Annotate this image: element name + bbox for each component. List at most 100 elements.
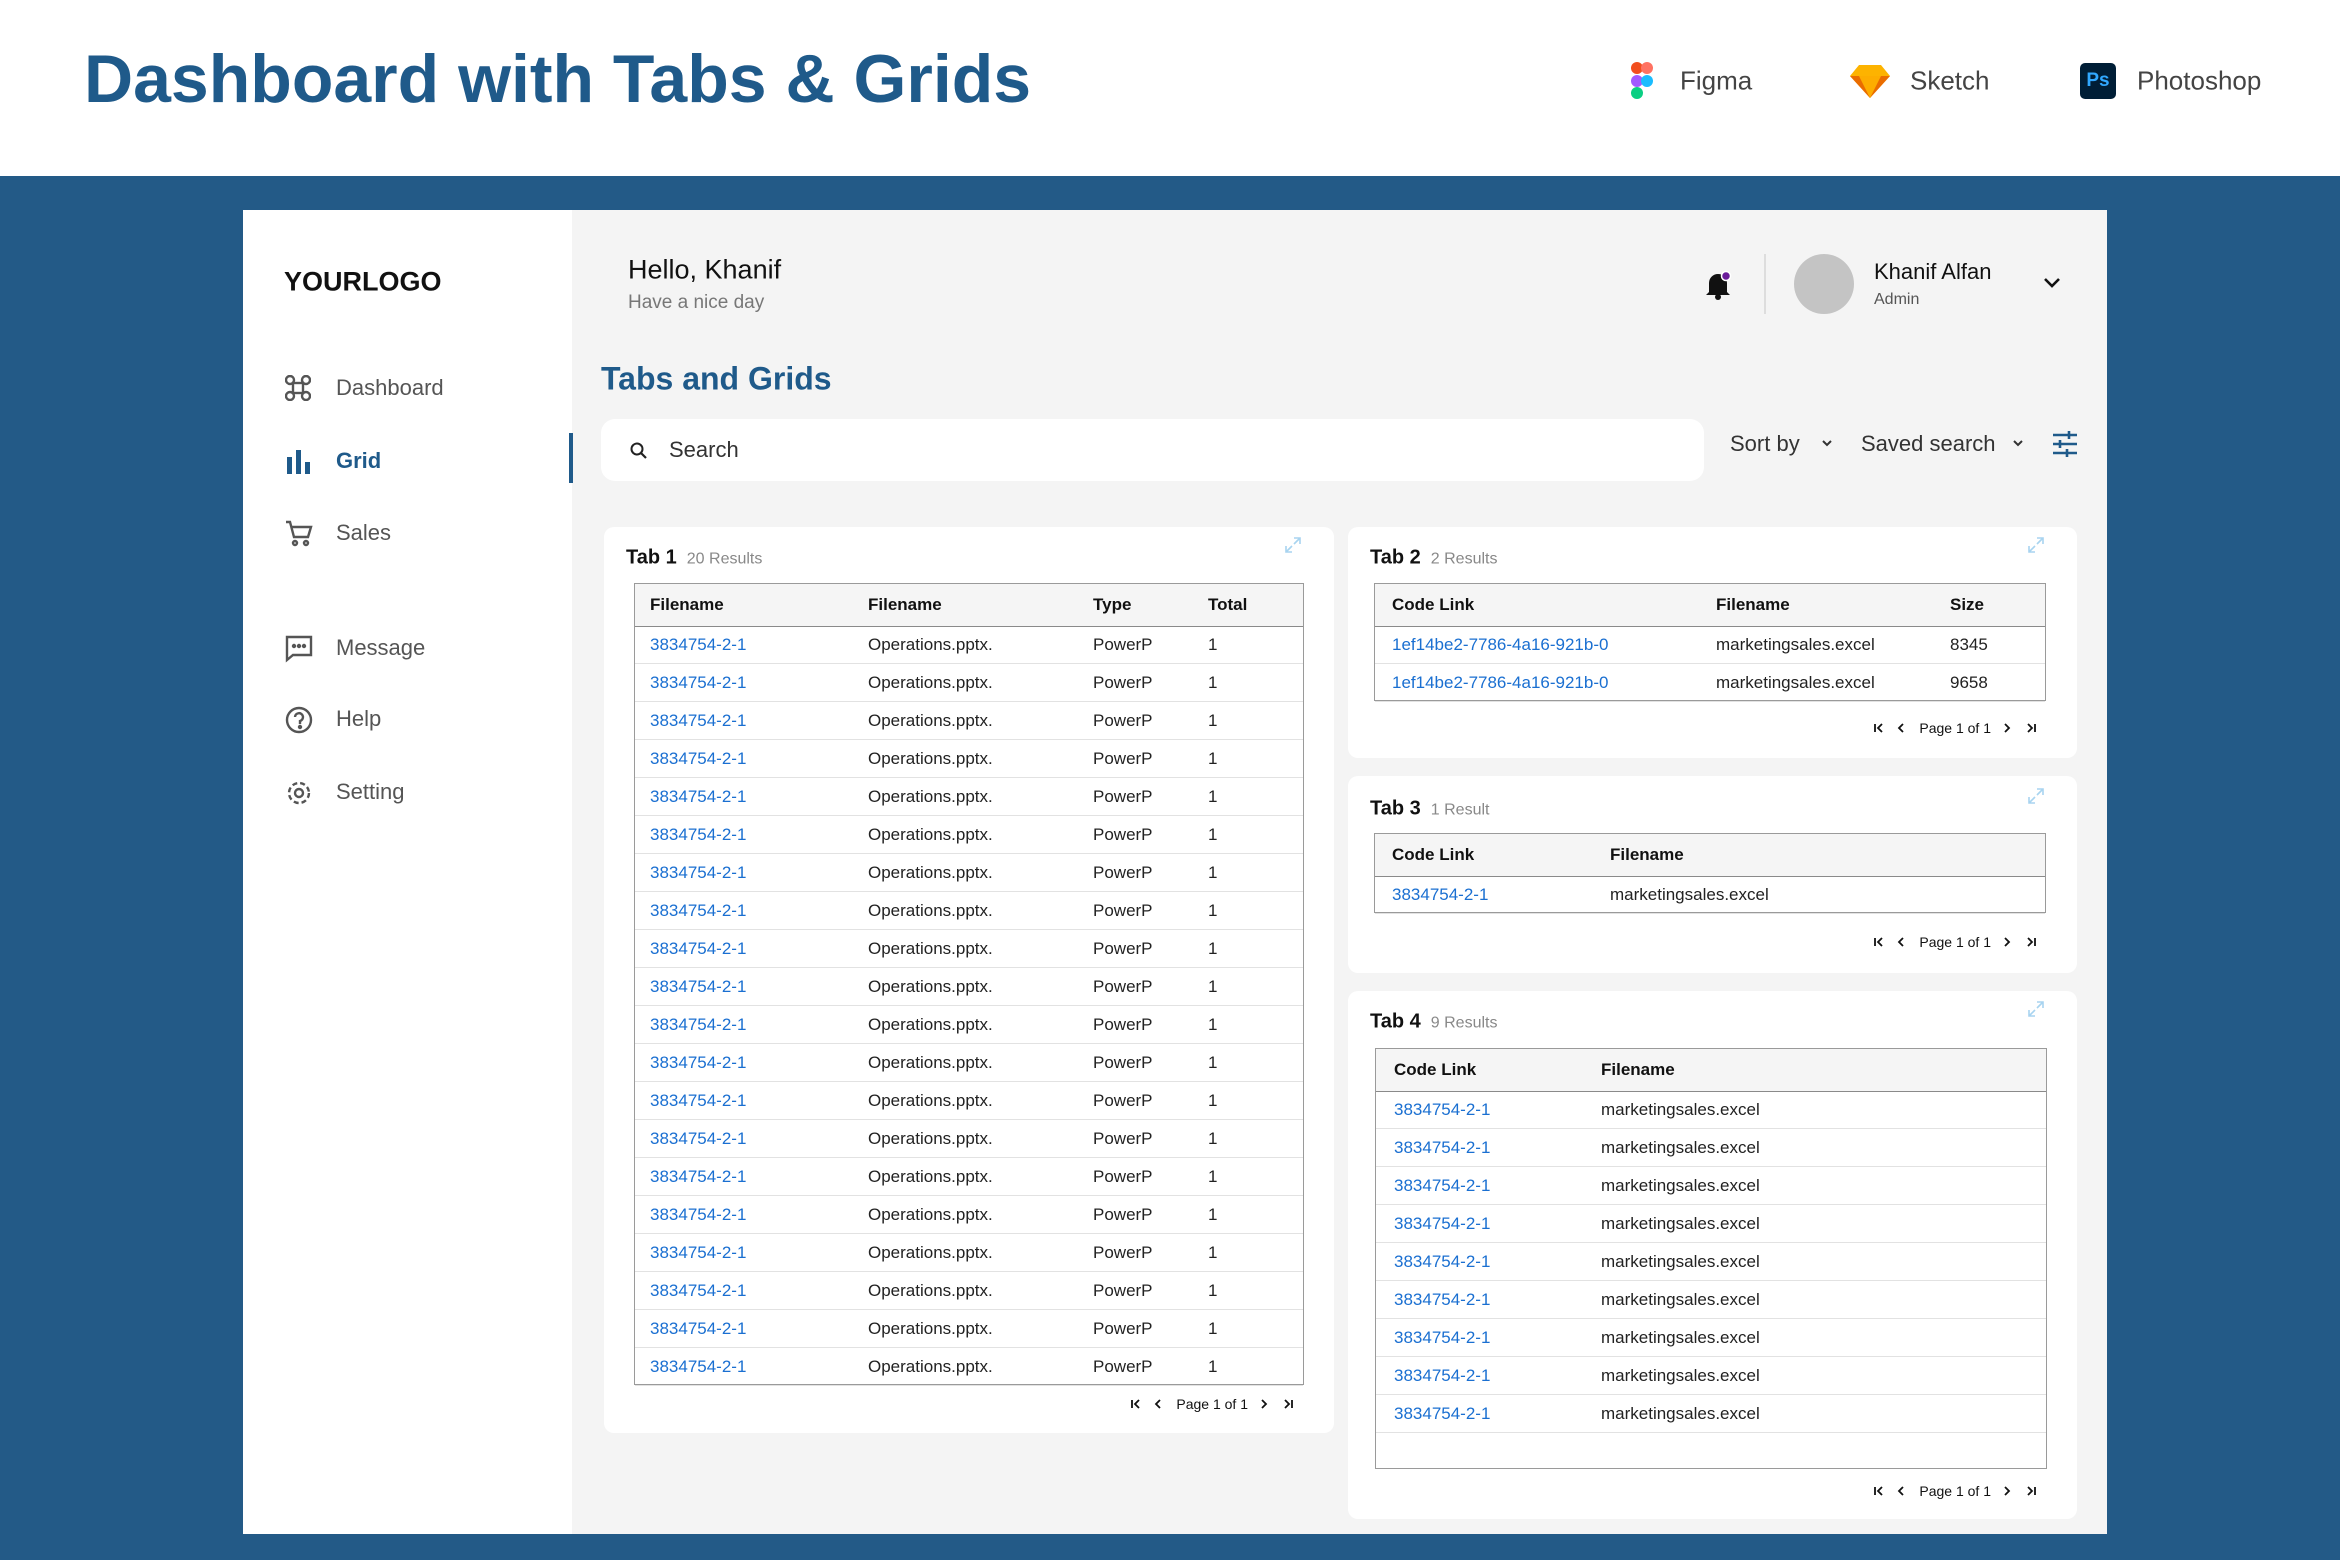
expand-button[interactable] <box>2027 787 2045 805</box>
code-link[interactable]: 3834754-2-1 <box>650 1014 747 1034</box>
prev-page[interactable] <box>1896 722 1908 734</box>
figma-icon <box>1631 62 1653 99</box>
grid-row: 3834754-2-1 marketingsales.excel <box>1376 1205 2046 1243</box>
nav-item[interactable]: Setting <box>336 779 405 804</box>
nav-item[interactable]: Dashboard <box>336 375 444 400</box>
grid-cell: Operations.pptx. <box>868 1090 993 1110</box>
column-header[interactable]: Filename <box>868 595 942 614</box>
code-link[interactable]: 3834754-2-1 <box>1394 1365 1491 1385</box>
code-link[interactable]: 3834754-2-1 <box>650 786 747 806</box>
code-link[interactable]: 3834754-2-1 <box>650 1242 747 1262</box>
code-link[interactable]: 3834754-2-1 <box>1394 1403 1491 1423</box>
prev-page[interactable] <box>1896 936 1908 948</box>
tab-name[interactable]: Tab 4 <box>1370 1010 1421 1033</box>
first-page[interactable] <box>1873 936 1885 948</box>
code-link[interactable]: 3834754-2-1 <box>650 748 747 768</box>
tab-name[interactable]: Tab 1 <box>626 546 677 569</box>
search-box[interactable]: Search <box>601 419 1704 481</box>
grid-cell: marketingsales.excel <box>1601 1137 1760 1157</box>
expand-button[interactable] <box>1284 536 1302 554</box>
tab-name[interactable]: Tab 3 <box>1370 797 1421 820</box>
code-link[interactable]: 3834754-2-1 <box>650 1090 747 1110</box>
column-header[interactable]: Total <box>1208 595 1248 614</box>
code-link[interactable]: 3834754-2-1 <box>1394 1251 1491 1271</box>
first-page[interactable] <box>1873 1485 1885 1497</box>
user-menu-toggle[interactable] <box>2043 276 2061 290</box>
next-page[interactable] <box>2002 936 2014 948</box>
code-link[interactable]: 3834754-2-1 <box>650 976 747 996</box>
code-link[interactable]: 3834754-2-1 <box>650 1052 747 1072</box>
code-link[interactable]: 3834754-2-1 <box>1394 1099 1491 1119</box>
grid-cell: PowerP <box>1093 1280 1153 1300</box>
column-header[interactable]: Code Link <box>1392 845 1475 864</box>
code-link[interactable]: 3834754-2-1 <box>650 1318 747 1338</box>
code-link[interactable]: 3834754-2-1 <box>1394 1213 1491 1233</box>
result-count: 9 Results <box>1430 1014 1498 1032</box>
grid-cell: marketingsales.excel <box>1601 1175 1760 1195</box>
expand-button[interactable] <box>2027 1000 2045 1018</box>
column-header[interactable]: Code Link <box>1392 595 1475 614</box>
expand-button[interactable] <box>2027 536 2045 554</box>
grid-card: Tab 4 9 Results Code Link Filename 3834754-2… <box>1348 991 2077 1519</box>
saved-search-dropdown[interactable]: Saved search <box>1861 431 1996 456</box>
next-page[interactable] <box>1259 1398 1271 1410</box>
code-link[interactable]: 3834754-2-1 <box>650 1356 747 1376</box>
filter-button[interactable] <box>2051 430 2079 458</box>
code-link[interactable]: 3834754-2-1 <box>650 1280 747 1300</box>
last-page[interactable] <box>2025 936 2037 948</box>
grid-row: 3834754-2-1 marketingsales.excel <box>1376 1091 2046 1129</box>
code-link[interactable]: 3834754-2-1 <box>650 634 747 654</box>
search-icon <box>630 442 647 459</box>
code-link[interactable]: 3834754-2-1 <box>1394 1327 1491 1347</box>
first-page[interactable] <box>1873 722 1885 734</box>
column-header[interactable]: Code Link <box>1394 1060 1477 1079</box>
column-header[interactable]: Filename <box>1601 1060 1675 1079</box>
code-link[interactable]: 3834754-2-1 <box>650 824 747 844</box>
grid-row: 3834754-2-1 Operations.pptx. PowerP 1 <box>635 854 1303 892</box>
notification-bell[interactable] <box>1703 270 1733 300</box>
prev-page[interactable] <box>1153 1398 1165 1410</box>
code-link[interactable]: 1ef14be2-7786-4a16-921b-0 <box>1392 672 1609 692</box>
code-link[interactable]: 3834754-2-1 <box>1392 884 1489 904</box>
next-page[interactable] <box>2002 1485 2014 1497</box>
sketch-icon <box>1850 65 1890 98</box>
column-header[interactable]: Filename <box>650 595 724 614</box>
column-header[interactable]: Size <box>1950 595 1985 614</box>
code-link[interactable]: 1ef14be2-7786-4a16-921b-0 <box>1392 634 1609 654</box>
grid-cell: Operations.pptx. <box>868 1128 993 1148</box>
grid-row: 3834754-2-1 Operations.pptx. PowerP 1 <box>635 1120 1303 1158</box>
grid-cell: 1 <box>1208 710 1218 730</box>
code-link[interactable]: 3834754-2-1 <box>1394 1289 1491 1309</box>
grid-row: 3834754-2-1 Operations.pptx. PowerP 1 <box>635 968 1303 1006</box>
last-page[interactable] <box>1282 1398 1294 1410</box>
code-link[interactable]: 3834754-2-1 <box>650 1128 747 1148</box>
tool-name: Figma <box>1680 65 1753 96</box>
column-header[interactable]: Filename <box>1716 595 1790 614</box>
code-link[interactable]: 3834754-2-1 <box>650 938 747 958</box>
nav-item-active[interactable]: Grid <box>336 448 382 473</box>
last-page[interactable] <box>2025 722 2037 734</box>
sidebar: YOURLOGO Dashboard Grid Sales Message He… <box>243 210 573 1534</box>
card-title: Tab 4 9 Results <box>1370 1011 1497 1034</box>
code-link[interactable]: 3834754-2-1 <box>1394 1137 1491 1157</box>
nav-item[interactable]: Help <box>336 706 382 731</box>
nav-item[interactable]: Message <box>336 635 426 660</box>
code-link[interactable]: 3834754-2-1 <box>1394 1175 1491 1195</box>
column-header[interactable]: Filename <box>1610 845 1684 864</box>
code-link[interactable]: 3834754-2-1 <box>650 1204 747 1224</box>
grid-cell: PowerP <box>1093 938 1153 958</box>
sort-dropdown[interactable]: Sort by <box>1730 431 1800 456</box>
prev-page[interactable] <box>1896 1485 1908 1497</box>
code-link[interactable]: 3834754-2-1 <box>650 672 747 692</box>
code-link[interactable]: 3834754-2-1 <box>650 1166 747 1186</box>
code-link[interactable]: 3834754-2-1 <box>650 900 747 920</box>
nav-item[interactable]: Sales <box>336 520 392 545</box>
next-page[interactable] <box>2002 722 2014 734</box>
tab-name[interactable]: Tab 2 <box>1370 546 1421 569</box>
code-link[interactable]: 3834754-2-1 <box>650 862 747 882</box>
last-page[interactable] <box>2025 1485 2037 1497</box>
column-header[interactable]: Type <box>1093 595 1132 614</box>
first-page[interactable] <box>1130 1398 1142 1410</box>
code-link[interactable]: 3834754-2-1 <box>650 710 747 730</box>
